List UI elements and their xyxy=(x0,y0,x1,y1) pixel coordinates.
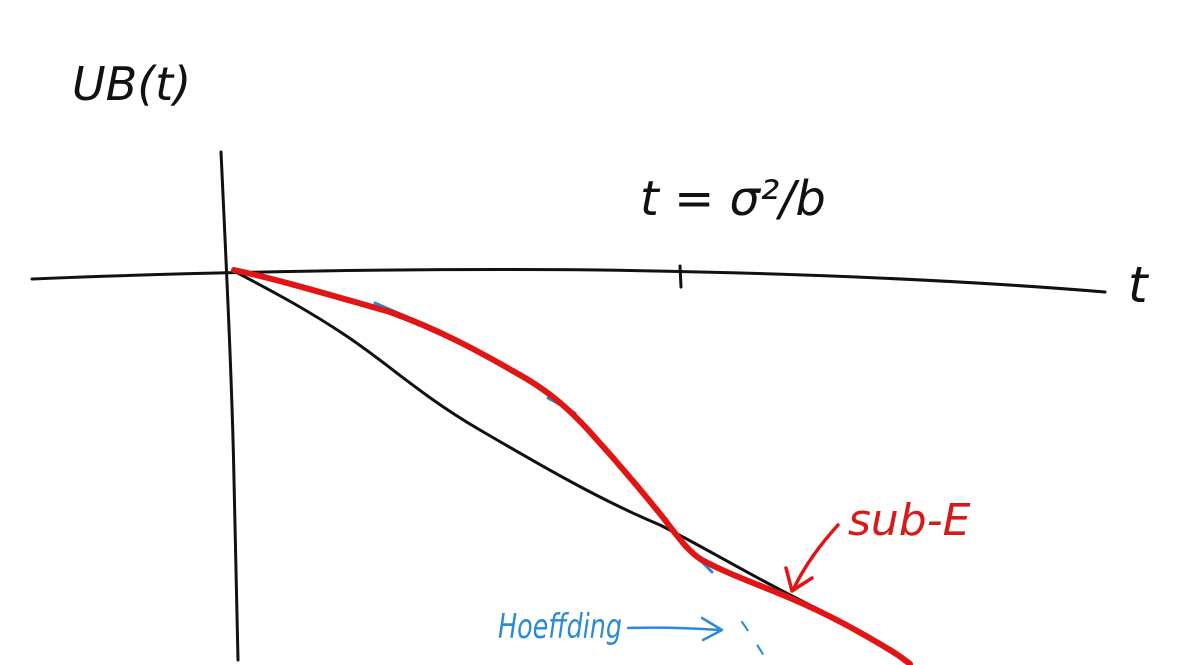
x-axis-tick xyxy=(678,264,683,289)
sub-exponential-arrowhead xyxy=(784,566,814,593)
hoeffding-arrow xyxy=(626,626,722,632)
sub-exponential-label: sub-E xyxy=(848,495,971,546)
y-axis-label: UB(t) xyxy=(72,57,191,111)
x-axis xyxy=(30,267,1107,294)
threshold-label: t = σ²/b xyxy=(640,171,826,227)
y-axis xyxy=(219,150,240,662)
sub-exponential-arrow xyxy=(791,523,840,592)
hoeffding-continuation xyxy=(741,621,769,663)
hoeffding-label: Hoeffding xyxy=(498,607,622,647)
x-axis-label: t xyxy=(1128,256,1150,314)
hoeffding-arrowhead xyxy=(700,616,724,642)
sub-exponential-curve xyxy=(231,267,913,665)
